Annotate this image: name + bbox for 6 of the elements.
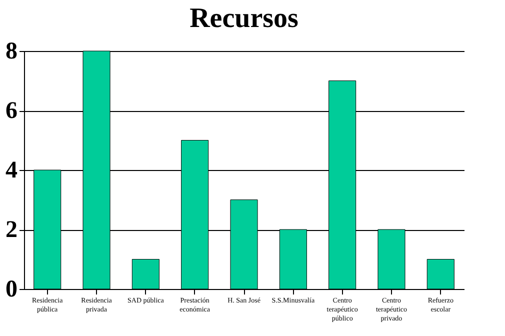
y-tick-label: 8 bbox=[6, 38, 18, 64]
y-tick-label: 4 bbox=[6, 158, 18, 184]
y-tick-label: 6 bbox=[6, 98, 18, 124]
y-tick-label: 0 bbox=[6, 276, 18, 302]
y-tick-label: 2 bbox=[6, 217, 18, 243]
chart-title: Recursos bbox=[190, 3, 299, 34]
